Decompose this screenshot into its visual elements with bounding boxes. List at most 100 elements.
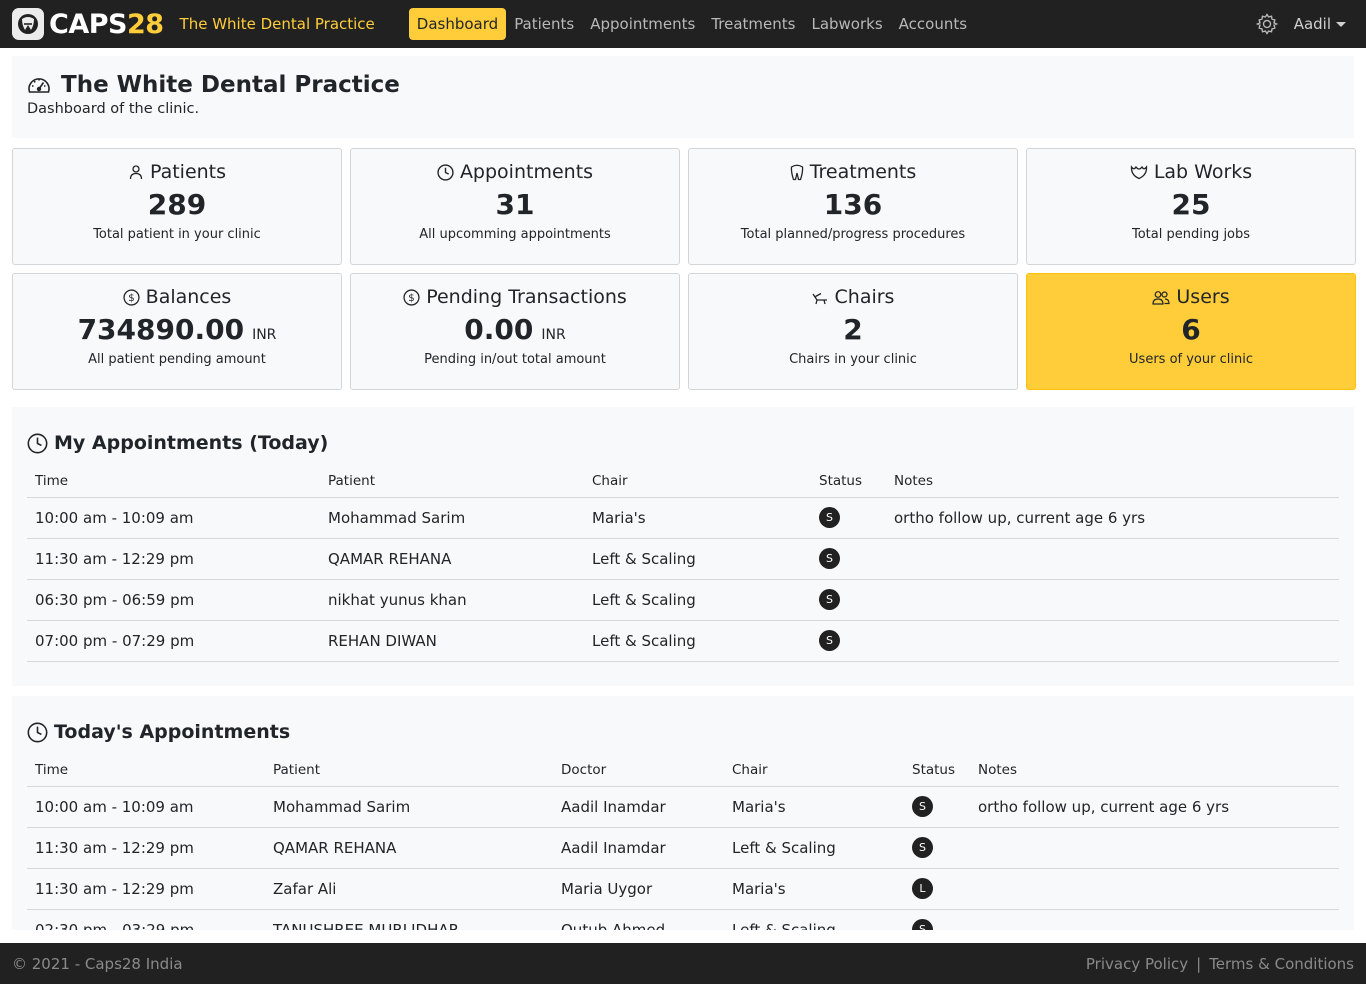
cell-doctor: Aadil Inamdar bbox=[553, 786, 724, 828]
currency-icon: $ bbox=[403, 288, 420, 306]
card-title: Treatments bbox=[689, 161, 1017, 183]
lab-icon bbox=[1130, 164, 1147, 179]
card-desc: Pending in/out total amount bbox=[424, 352, 606, 367]
card-value: 6 bbox=[1027, 313, 1355, 346]
cell-chair: Maria's bbox=[724, 868, 904, 910]
card-lab-works[interactable]: Lab Works 25 Total pending jobs bbox=[1026, 148, 1356, 265]
status-badge: S bbox=[912, 919, 933, 930]
card-pending-transactions[interactable]: $ Pending Transactions 0.00 INR Pending i… bbox=[350, 273, 680, 390]
column-header-patient: Patient bbox=[265, 754, 553, 787]
clinic-name[interactable]: The White Dental Practice bbox=[179, 15, 375, 33]
column-header-doctor: Doctor bbox=[553, 754, 724, 787]
card-desc: Total planned/progress procedures bbox=[740, 227, 966, 242]
footer-separator: | bbox=[1196, 954, 1202, 973]
nav-item-dashboard[interactable]: Dashboard bbox=[408, 8, 507, 40]
cell-notes bbox=[970, 868, 1339, 910]
svg-text:$: $ bbox=[128, 293, 134, 304]
status-badge: S bbox=[912, 837, 933, 858]
chair-icon bbox=[811, 292, 827, 304]
page-subtitle: Dashboard of the clinic. bbox=[27, 101, 200, 117]
card-value: 289 bbox=[13, 188, 341, 221]
nav-item-treatments[interactable]: Treatments bbox=[711, 15, 796, 33]
card-users[interactable]: Users 6 Users of your clinic bbox=[1026, 273, 1356, 390]
column-header-time: Time bbox=[27, 465, 320, 498]
cell-notes bbox=[970, 909, 1339, 930]
cell-doctor: Qutub Ahmed bbox=[553, 909, 724, 930]
nav-item-patients[interactable]: Patients bbox=[514, 15, 575, 33]
users-icon bbox=[1152, 290, 1170, 305]
card-treatments[interactable]: Treatments 136 Total planned/progress pr… bbox=[688, 148, 1018, 265]
cell-chair: Maria's bbox=[724, 786, 904, 828]
cell-time: 10:00 am - 10:09 am bbox=[27, 786, 265, 828]
cell-notes bbox=[970, 827, 1339, 869]
brand-suffix: 28 bbox=[126, 8, 164, 40]
card-appointments[interactable]: Appointments 31 All upcomming appointmen… bbox=[350, 148, 680, 265]
cell-chair: Left & Scaling bbox=[584, 620, 811, 662]
brand-prefix: CAPS bbox=[49, 8, 127, 40]
cell-status: S bbox=[904, 827, 970, 869]
cell-time: 11:30 am - 12:29 pm bbox=[27, 868, 265, 910]
clock-icon bbox=[437, 163, 454, 181]
card-patients[interactable]: Patients 289 Total patient in your clini… bbox=[12, 148, 342, 265]
card-value: 2 bbox=[689, 313, 1017, 346]
nav-item-appointments[interactable]: Appointments bbox=[590, 15, 696, 33]
caret-down-icon bbox=[1336, 21, 1346, 27]
my-appointments-table: Time Patient Chair Status Notes 10:00 am… bbox=[27, 465, 1339, 662]
card-desc: Total patient in your clinic bbox=[93, 227, 261, 242]
my-appointments-title: My Appointments (Today) bbox=[27, 407, 1339, 463]
table-row[interactable]: 06:30 pm - 06:59 pm nikhat yunus khan Le… bbox=[27, 579, 1339, 621]
todays-appointments-panel: Today's Appointments Time Patient Doctor… bbox=[12, 696, 1354, 930]
brand[interactable]: CAPS28 bbox=[12, 8, 164, 40]
svg-text:$: $ bbox=[408, 293, 414, 304]
table-row[interactable]: 11:30 am - 12:29 pm QAMAR REHANA Aadil I… bbox=[27, 827, 1339, 869]
cell-patient: QAMAR REHANA bbox=[320, 538, 584, 580]
page-footer: © 2021 - Caps28 India Privacy Policy | T… bbox=[0, 943, 1366, 984]
cell-time: 07:00 pm - 07:29 pm bbox=[27, 620, 320, 662]
stat-cards: Patients 289 Total patient in your clini… bbox=[12, 148, 1356, 390]
cell-patient: Mohammad Sarim bbox=[265, 786, 553, 828]
table-row[interactable]: 07:00 pm - 07:29 pm REHAN DIWAN Left & S… bbox=[27, 620, 1339, 662]
table-row[interactable]: 10:00 am - 10:09 am Mohammad Sarim Maria… bbox=[27, 497, 1339, 539]
card-title-text: Treatments bbox=[809, 161, 917, 183]
cell-chair: Maria's bbox=[584, 497, 811, 539]
card-number: 136 bbox=[823, 188, 883, 221]
cell-status: L bbox=[904, 868, 970, 910]
cell-time: 10:00 am - 10:09 am bbox=[27, 497, 320, 539]
card-balances[interactable]: $ Balances 734890.00 INR All patient pend… bbox=[12, 273, 342, 390]
cell-patient: Mohammad Sarim bbox=[320, 497, 584, 539]
card-value: 734890.00 INR bbox=[13, 313, 341, 346]
terms-link[interactable]: Terms & Conditions bbox=[1209, 954, 1354, 973]
status-badge: S bbox=[819, 589, 840, 610]
nav-right: Aadil bbox=[1254, 11, 1346, 37]
card-number: 31 bbox=[495, 188, 535, 221]
cell-doctor: Maria Uygor bbox=[553, 868, 724, 910]
table-row[interactable]: 11:30 am - 12:29 pm QAMAR REHANA Left & … bbox=[27, 538, 1339, 580]
person-icon bbox=[129, 165, 143, 180]
card-title: Patients bbox=[13, 161, 341, 183]
top-navbar: CAPS28 The White Dental Practice Dashboa… bbox=[0, 0, 1366, 48]
section-title-text: Today's Appointments bbox=[54, 721, 291, 743]
todays-appointments-table: Time Patient Doctor Chair Status Notes 1… bbox=[27, 754, 1339, 930]
nav-item-labworks[interactable]: Labworks bbox=[811, 15, 883, 33]
cell-doctor: Aadil Inamdar bbox=[553, 827, 724, 869]
speedometer-icon bbox=[28, 78, 50, 93]
status-badge: S bbox=[912, 796, 933, 817]
table-row[interactable]: 10:00 am - 10:09 am Mohammad Sarim Aadil… bbox=[27, 786, 1339, 828]
nav-item-accounts[interactable]: Accounts bbox=[898, 15, 968, 33]
card-value: 0.00 INR bbox=[351, 313, 679, 346]
gear-icon[interactable] bbox=[1254, 11, 1280, 37]
cell-status: S bbox=[811, 579, 886, 621]
todays-appointments-title: Today's Appointments bbox=[27, 696, 1339, 752]
privacy-policy-link[interactable]: Privacy Policy bbox=[1085, 954, 1189, 973]
cell-patient: REHAN DIWAN bbox=[320, 620, 584, 662]
cell-status: S bbox=[811, 538, 886, 580]
table-row[interactable]: 02:30 pm - 03:29 pm TANUSHREE MURLIDHAR … bbox=[27, 909, 1339, 930]
card-number: 25 bbox=[1171, 188, 1211, 221]
card-chairs[interactable]: Chairs 2 Chairs in your clinic bbox=[688, 273, 1018, 390]
user-menu[interactable]: Aadil bbox=[1294, 15, 1346, 33]
table-row[interactable]: 11:30 am - 12:29 pm Zafar Ali Maria Uygo… bbox=[27, 868, 1339, 910]
cell-chair: Left & Scaling bbox=[724, 827, 904, 869]
tooth-logo-icon bbox=[12, 8, 44, 40]
card-title: Lab Works bbox=[1027, 161, 1355, 183]
column-header-chair: Chair bbox=[724, 754, 904, 787]
